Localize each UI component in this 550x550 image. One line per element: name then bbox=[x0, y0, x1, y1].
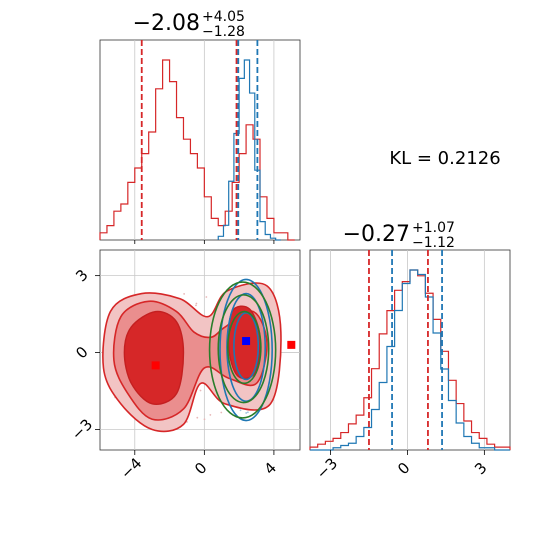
joint-blue-level-outer bbox=[219, 278, 273, 422]
param2-title-upper: +1.07 bbox=[412, 220, 455, 236]
joint-markers bbox=[151, 337, 296, 370]
param2-quantile-lines bbox=[368, 250, 443, 450]
joint-ytick-label-2: −3 bbox=[68, 415, 96, 443]
param1-hist-series-0 bbox=[99, 59, 295, 241]
param2-title-lower: −1.12 bbox=[412, 235, 455, 251]
joint-sample-red-137 bbox=[220, 411, 223, 414]
joint-marker-2 bbox=[287, 340, 296, 349]
param2-histograms bbox=[309, 269, 511, 451]
param2-title-main: −0.27 bbox=[343, 222, 410, 247]
param1-quantile-lines bbox=[140, 40, 259, 240]
joint-xtick-label-1: 0 bbox=[191, 459, 210, 478]
param1-grid bbox=[134, 40, 275, 240]
param1-title-lower: −1.28 bbox=[202, 24, 245, 40]
joint-sample-blue-42 bbox=[246, 411, 249, 414]
joint-sample-red-110 bbox=[195, 304, 197, 307]
joint-ytick-label-0: 3 bbox=[72, 266, 91, 285]
param1-title-upper: +4.05 bbox=[202, 9, 245, 25]
param2-xtick-label-2: 3 bbox=[471, 459, 490, 478]
param2-hist-series-1 bbox=[310, 269, 510, 451]
joint-sample-red-96 bbox=[195, 302, 198, 305]
param2-xtick-label-0: −3 bbox=[313, 454, 341, 482]
joint-ytick-label-1: 0 bbox=[72, 343, 91, 362]
param1-histograms bbox=[99, 59, 295, 241]
joint-sample-red-40 bbox=[196, 416, 199, 419]
joint-sample-red-127 bbox=[183, 293, 186, 295]
joint-marker-1 bbox=[242, 337, 251, 346]
joint-xtick-label-0: −4 bbox=[117, 454, 145, 482]
joint-contour-panel: −4 0 4 3 0 −3 bbox=[68, 249, 301, 483]
joint-sample-blue-24 bbox=[239, 409, 242, 412]
joint-sample-red-62 bbox=[205, 296, 208, 298]
joint-marker-0 bbox=[151, 361, 160, 370]
param1-histogram-frame bbox=[99, 39, 301, 241]
param1-ticks bbox=[134, 240, 275, 244]
joint-green-level-inner bbox=[227, 310, 262, 385]
param2-histogram-panel: −3 0 3 bbox=[309, 249, 511, 483]
joint-contours bbox=[102, 278, 282, 433]
joint-green-level-mid bbox=[217, 294, 270, 404]
param1-hist-series-1 bbox=[217, 59, 281, 241]
param1-title-main: −2.08 bbox=[133, 11, 200, 36]
kl-divergence-label: KL = 0.2126 bbox=[389, 148, 500, 169]
joint-sample-blue-69 bbox=[245, 412, 248, 414]
joint-xtick-label-2: 4 bbox=[261, 459, 280, 478]
param2-xtick-label-1: 0 bbox=[394, 459, 413, 478]
joint-blue-level-inner bbox=[233, 312, 260, 381]
joint-sample-red-116 bbox=[203, 418, 206, 421]
param2-ticks: −3 0 3 bbox=[313, 450, 491, 483]
joint-sample-red-100 bbox=[209, 414, 212, 416]
joint-sample-red-16 bbox=[199, 389, 202, 392]
joint-green-level-outer bbox=[208, 281, 277, 419]
param1-histogram-panel bbox=[99, 39, 301, 244]
joint-red-level-inner-left bbox=[123, 310, 185, 405]
